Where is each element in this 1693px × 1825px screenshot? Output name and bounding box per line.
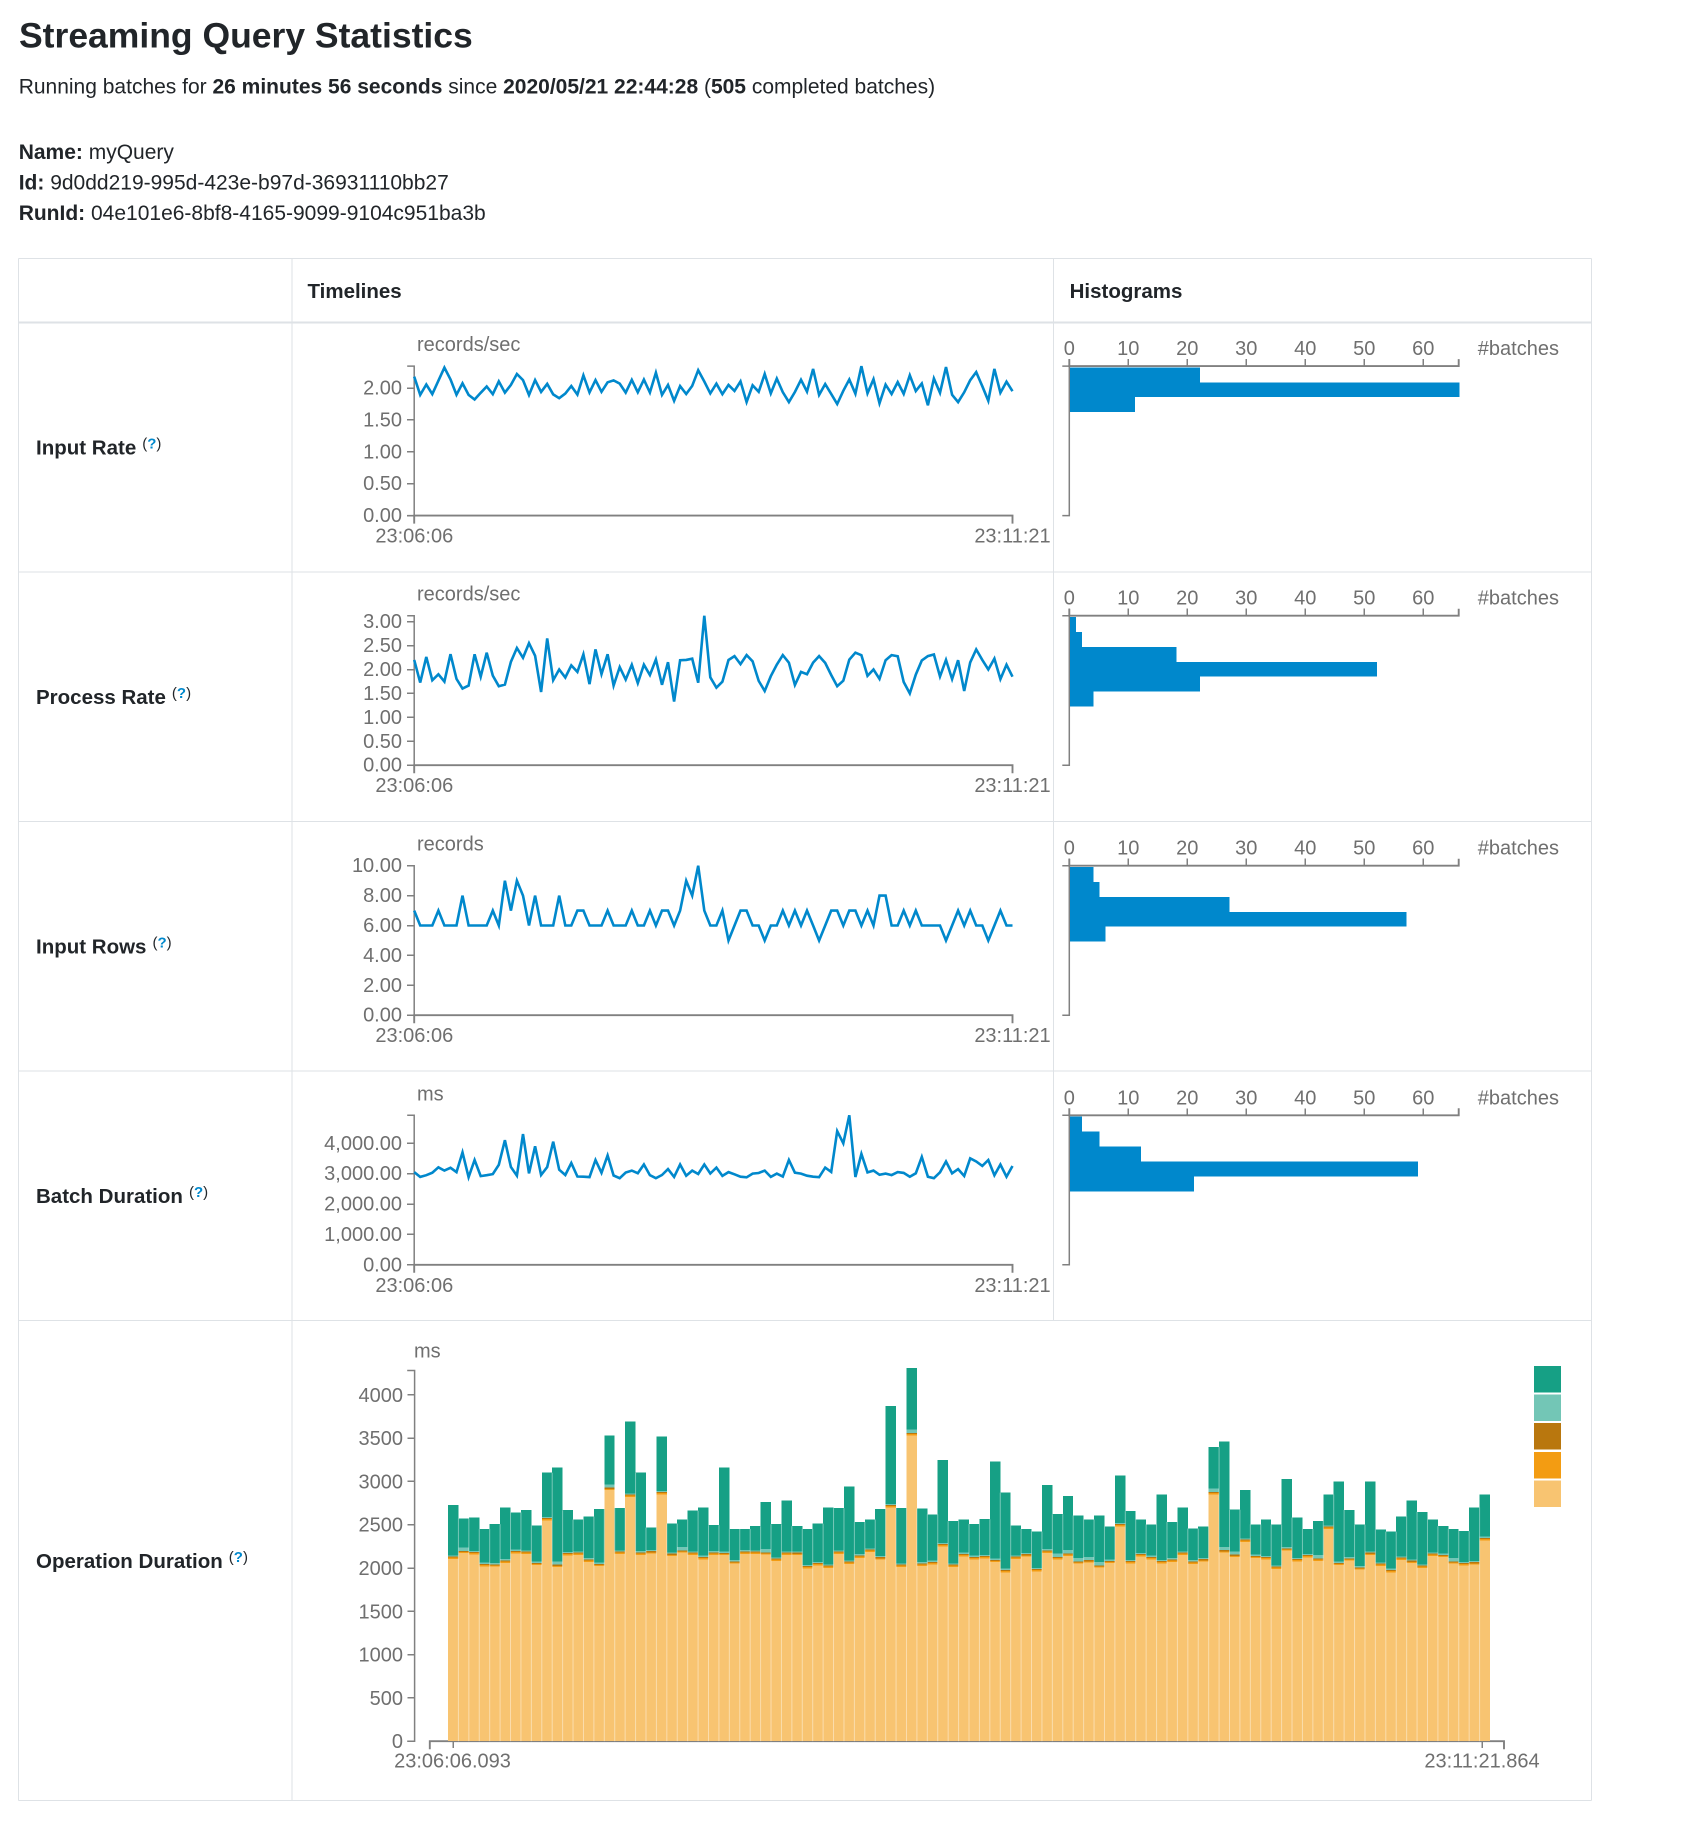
svg-text:ms: ms — [414, 1341, 441, 1363]
svg-text:0.50: 0.50 — [363, 473, 402, 495]
svg-text:0: 0 — [1064, 838, 1075, 860]
svg-text:8.00: 8.00 — [363, 885, 402, 907]
svg-text:2.50: 2.50 — [363, 635, 402, 657]
svg-text:0.00: 0.00 — [363, 505, 402, 527]
svg-text:3.00: 3.00 — [363, 611, 402, 633]
svg-text:Batch Duration(?): Batch Duration (?) — [36, 1184, 208, 1208]
svg-text:Streaming Query Statistics: Streaming Query Statistics — [19, 16, 473, 56]
svg-text:4.00: 4.00 — [363, 945, 402, 967]
svg-text:1500: 1500 — [359, 1601, 404, 1623]
svg-text:23:11:21: 23:11:21 — [974, 526, 1050, 548]
svg-text:1000: 1000 — [359, 1645, 404, 1667]
svg-text:Input Rate(?): Input Rate (?) — [36, 436, 161, 460]
svg-text:0.00: 0.00 — [363, 1254, 402, 1276]
svg-text:30: 30 — [1235, 338, 1257, 360]
svg-text:0.00: 0.00 — [363, 755, 402, 777]
svg-text:60: 60 — [1412, 1087, 1434, 1109]
svg-text:records/sec: records/sec — [417, 334, 520, 356]
svg-text:records: records — [417, 834, 484, 856]
svg-text:23:06:06: 23:06:06 — [375, 1275, 453, 1297]
svg-text:1.00: 1.00 — [363, 707, 402, 729]
svg-text:2.00: 2.00 — [363, 659, 402, 681]
svg-text:#batches: #batches — [1478, 588, 1559, 610]
svg-text:Name: myQuery: Name: myQuery — [19, 141, 175, 164]
svg-text:50: 50 — [1353, 1087, 1375, 1109]
svg-text:40: 40 — [1294, 588, 1316, 610]
svg-text:#batches: #batches — [1478, 1087, 1559, 1109]
svg-text:3000: 3000 — [359, 1471, 404, 1493]
svg-text:Timelines: Timelines — [308, 280, 402, 303]
svg-text:Id: 9d0dd219-995d-423e-b97d-36: Id: 9d0dd219-995d-423e-b97d-36931110bb27 — [19, 171, 449, 194]
svg-text:30: 30 — [1235, 588, 1257, 610]
svg-text:3500: 3500 — [359, 1428, 404, 1450]
svg-text:0.50: 0.50 — [363, 731, 402, 753]
svg-text:4000: 4000 — [359, 1385, 404, 1407]
svg-text:ms: ms — [417, 1083, 444, 1105]
svg-text:50: 50 — [1353, 838, 1375, 860]
svg-text:23:06:06: 23:06:06 — [375, 775, 453, 797]
svg-text:2,000.00: 2,000.00 — [324, 1194, 402, 1216]
svg-text:40: 40 — [1294, 338, 1316, 360]
svg-text:2000: 2000 — [359, 1558, 404, 1580]
svg-text:23:11:21: 23:11:21 — [974, 1275, 1050, 1297]
svg-text:Running batches for 26 minutes: Running batches for 26 minutes 56 second… — [19, 76, 935, 99]
svg-text:10: 10 — [1117, 838, 1139, 860]
svg-text:0: 0 — [392, 1731, 403, 1753]
svg-text:1.00: 1.00 — [363, 441, 402, 463]
svg-text:RunId: 04e101e6-8bf8-4165-9099: RunId: 04e101e6-8bf8-4165-9099-9104c951b… — [19, 202, 486, 225]
svg-text:records/sec: records/sec — [417, 584, 520, 606]
svg-text:3,000.00: 3,000.00 — [324, 1163, 402, 1185]
svg-text:500: 500 — [370, 1688, 403, 1710]
svg-text:4,000.00: 4,000.00 — [324, 1133, 402, 1155]
svg-text:23:06:06: 23:06:06 — [375, 526, 453, 548]
svg-text:40: 40 — [1294, 838, 1316, 860]
svg-text:1,000.00: 1,000.00 — [324, 1224, 402, 1246]
svg-text:30: 30 — [1235, 1087, 1257, 1109]
svg-text:23:11:21: 23:11:21 — [974, 1025, 1050, 1047]
svg-text:50: 50 — [1353, 338, 1375, 360]
svg-text:50: 50 — [1353, 588, 1375, 610]
svg-text:Histograms: Histograms — [1070, 280, 1183, 303]
svg-text:60: 60 — [1412, 838, 1434, 860]
svg-text:#batches: #batches — [1478, 338, 1559, 360]
svg-text:Input Rows(?): Input Rows (?) — [36, 935, 172, 959]
svg-text:23:11:21.864: 23:11:21.864 — [1424, 1751, 1539, 1773]
svg-text:60: 60 — [1412, 588, 1434, 610]
svg-text:23:06:06: 23:06:06 — [375, 1025, 453, 1047]
svg-text:2500: 2500 — [359, 1515, 404, 1537]
svg-text:23:11:21: 23:11:21 — [974, 775, 1050, 797]
svg-text:6.00: 6.00 — [363, 915, 402, 937]
svg-text:20: 20 — [1176, 588, 1198, 610]
svg-text:23:06:06.093: 23:06:06.093 — [394, 1751, 511, 1773]
svg-text:#batches: #batches — [1478, 838, 1559, 860]
svg-text:10.00: 10.00 — [352, 855, 402, 877]
svg-text:2.00: 2.00 — [363, 975, 402, 997]
svg-text:2.00: 2.00 — [363, 378, 402, 400]
svg-text:0: 0 — [1064, 338, 1075, 360]
svg-text:10: 10 — [1117, 338, 1139, 360]
svg-text:20: 20 — [1176, 338, 1198, 360]
svg-text:1.50: 1.50 — [363, 409, 402, 431]
svg-text:10: 10 — [1117, 588, 1139, 610]
svg-text:20: 20 — [1176, 1087, 1198, 1109]
svg-text:Process Rate(?): Process Rate (?) — [36, 685, 191, 709]
svg-text:1.50: 1.50 — [363, 683, 402, 705]
svg-text:30: 30 — [1235, 838, 1257, 860]
svg-text:40: 40 — [1294, 1087, 1316, 1109]
svg-text:10: 10 — [1117, 1087, 1139, 1109]
svg-text:0: 0 — [1064, 588, 1075, 610]
svg-text:20: 20 — [1176, 838, 1198, 860]
svg-text:Operation Duration(?): Operation Duration (?) — [36, 1549, 248, 1573]
svg-text:60: 60 — [1412, 338, 1434, 360]
svg-text:0: 0 — [1064, 1087, 1075, 1109]
svg-text:0.00: 0.00 — [363, 1005, 402, 1027]
